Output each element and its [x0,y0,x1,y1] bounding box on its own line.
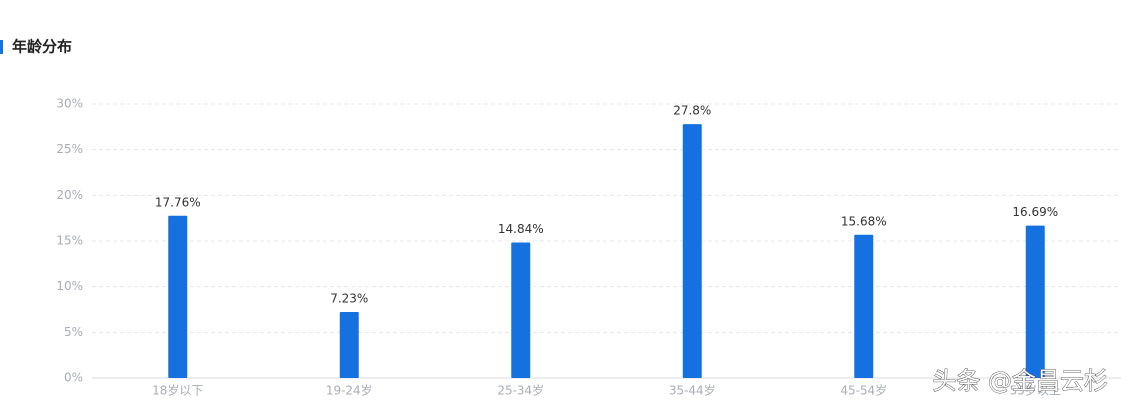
bar [1025,225,1045,378]
y-tick-label: 30% [56,97,83,111]
value-label: 15.68% [841,214,887,228]
y-tick-label: 5% [64,325,83,339]
value-label: 16.69% [1012,205,1058,219]
bar [511,242,531,378]
x-tick-label: 35-44岁 [669,383,716,398]
y-tick-label: 20% [56,188,83,202]
y-tick-label: 15% [56,234,83,248]
value-label: 17.76% [155,195,201,209]
x-tick-label: 45-54岁 [840,383,887,398]
bar [854,234,874,378]
x-tick-label: 25-34岁 [497,383,544,398]
title-marker [0,40,3,54]
value-label: 7.23% [330,291,368,305]
value-label: 14.84% [498,222,544,236]
x-tick-label: 55岁以上 [1010,383,1061,398]
value-label: 27.8% [673,104,711,118]
y-tick-label: 25% [56,142,83,156]
x-tick-label: 18岁以下 [152,383,203,398]
bar [339,311,359,378]
y-tick-label: 10% [56,279,83,293]
chart-title: 年龄分布 [12,38,72,56]
y-tick-label: 0% [64,371,83,385]
watermark: 头条 @金昌云杉 [932,367,1108,395]
bar [682,124,702,379]
bar [168,215,188,378]
x-tick-label: 19-24岁 [326,383,373,398]
